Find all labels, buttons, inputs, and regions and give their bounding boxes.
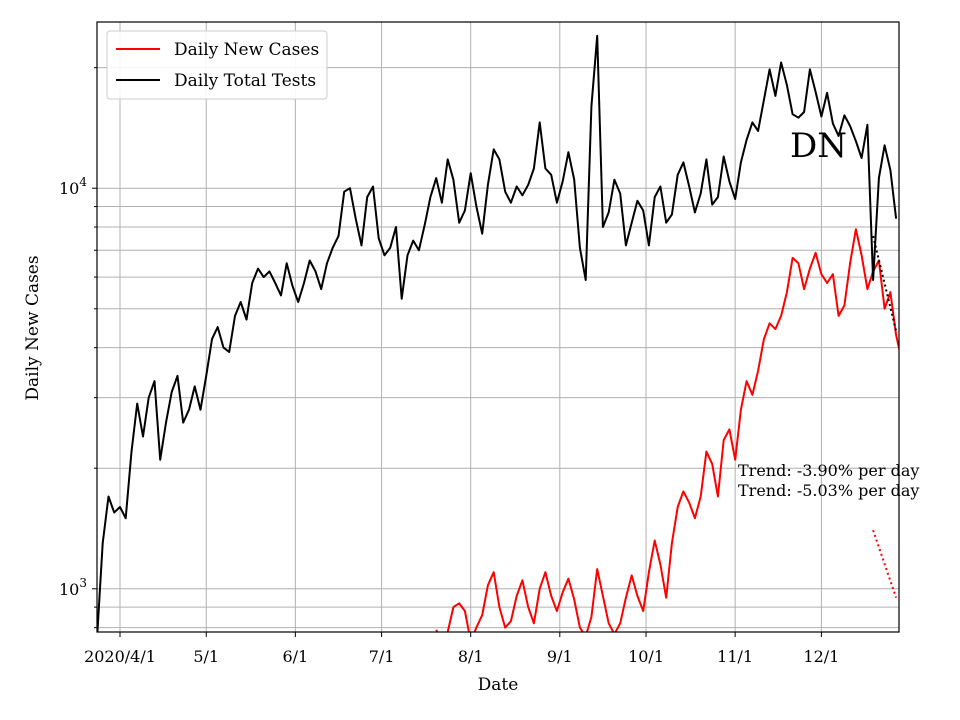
x-tick-label: 2020/4/1 (84, 647, 156, 666)
y-axis-title: Daily New Cases (23, 255, 43, 400)
legend-label-cases: Daily New Cases (174, 40, 319, 60)
legend-box (106, 30, 328, 100)
legend: Daily New Cases Daily Total Tests (106, 30, 328, 100)
trend-line-0 (872, 235, 898, 332)
x-tick-label: 9/1 (547, 647, 573, 666)
x-tick-label: 8/1 (458, 647, 484, 666)
x-tick-label: 11/1 (717, 647, 753, 666)
y-tick-label: 103 (59, 576, 87, 599)
trend-line-1 (872, 529, 898, 599)
x-axis-title: Date (478, 675, 519, 695)
x-tick-label: 5/1 (193, 647, 219, 666)
grid (97, 22, 899, 632)
series-line-daily-total-tests (97, 34, 898, 632)
trend-layer (872, 235, 898, 599)
plot-background (97, 22, 899, 632)
y-tick-label: 104 (59, 175, 87, 198)
x-tick-label: 10/1 (628, 647, 664, 666)
marker-label: DN (790, 126, 847, 166)
x-tick-label: 12/1 (803, 647, 839, 666)
x-tick-label: 6/1 (282, 647, 308, 666)
series-layer (97, 34, 899, 632)
plot-frame (96, 21, 900, 633)
x-tick-label: 7/1 (369, 647, 395, 666)
y-tick-exponent: 4 (79, 175, 87, 189)
series-line-daily-new-cases (435, 228, 899, 632)
annotation-trend-cases: Trend: -5.03% per day (738, 481, 919, 500)
annotation-trend-tests: Trend: -3.90% per day (738, 461, 919, 480)
y-tick-exponent: 3 (79, 576, 87, 590)
legend-label-tests: Daily Total Tests (174, 71, 316, 91)
